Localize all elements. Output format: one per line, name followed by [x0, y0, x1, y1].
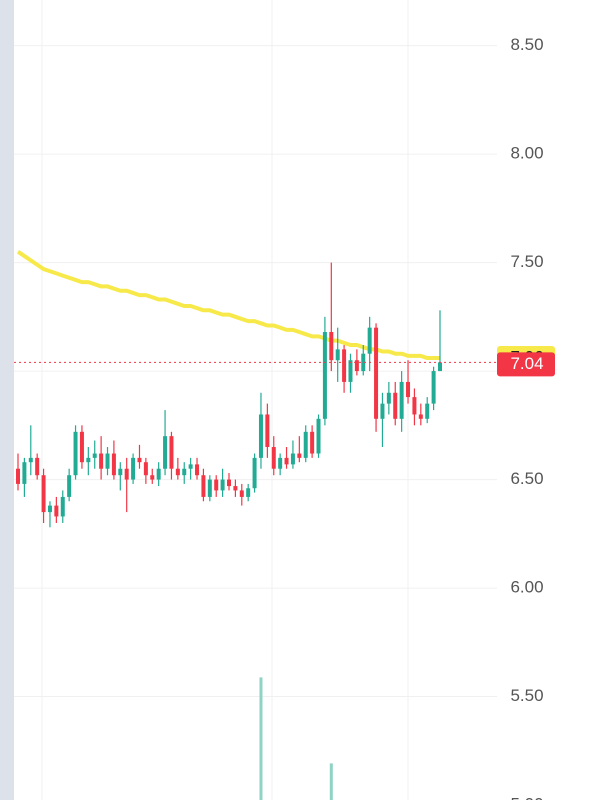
candle-body [348, 360, 353, 382]
candle-body [431, 371, 436, 404]
candle-body [342, 349, 347, 382]
candle-body [86, 457, 91, 463]
price-badge-label: 7.04 [510, 354, 543, 373]
candle-body [124, 468, 129, 480]
candle-body [354, 360, 359, 372]
candle-body [35, 457, 40, 476]
candle-body [290, 453, 295, 465]
y-tick-label: 6.50 [510, 469, 543, 488]
candle-body [99, 453, 104, 469]
candle-body [271, 447, 276, 469]
candle-body [195, 464, 200, 476]
candle-body [393, 392, 398, 419]
candle-body [169, 436, 174, 469]
candle-body [182, 468, 187, 476]
candle-body [316, 418, 321, 454]
candle-body [380, 403, 385, 419]
candle-body [143, 462, 148, 476]
volume-bar [259, 677, 263, 800]
candle-body [246, 488, 251, 497]
candle-body [252, 457, 257, 489]
candle-body [67, 475, 72, 497]
candle-body [406, 381, 411, 398]
candle-body [118, 468, 123, 476]
candle-body [233, 486, 238, 491]
candle-body [163, 436, 168, 469]
y-tick-label: 7.50 [510, 252, 543, 271]
candle-body [438, 362, 442, 372]
candle-body [265, 414, 270, 448]
candle-body [188, 464, 193, 469]
candle-body [310, 431, 315, 454]
candle-body [175, 468, 180, 476]
candle-body [367, 327, 372, 354]
candle-body [214, 479, 219, 491]
candle-body [227, 479, 231, 487]
volume-bar [329, 763, 333, 800]
candle-body [239, 490, 244, 497]
y-tick-label: 6.00 [510, 578, 543, 597]
candle-body [278, 457, 283, 469]
y-tick-label: 8.50 [510, 35, 543, 54]
candle-body [79, 431, 84, 463]
candle-body [137, 457, 142, 463]
candle-body [258, 414, 263, 458]
candle-body [105, 453, 110, 469]
candle-body [54, 505, 59, 517]
y-tick-label: 5.50 [510, 686, 543, 705]
candle-body [386, 392, 391, 404]
candle-body [303, 431, 308, 458]
candle-body [329, 332, 334, 361]
candle-body [201, 475, 206, 497]
candle-body [22, 462, 27, 484]
candle-body [60, 496, 65, 517]
price-badge [497, 352, 555, 377]
candle-body [361, 353, 366, 372]
y-tick-label: 5.00 [510, 795, 543, 800]
candle-body [207, 479, 212, 497]
candle-body [425, 403, 430, 419]
candle-body [131, 457, 136, 480]
candle-body [220, 479, 225, 491]
candle-body [16, 468, 20, 484]
candle-body [156, 468, 161, 480]
candle-body [41, 475, 46, 513]
candle-body [150, 475, 155, 480]
candle-body [297, 453, 302, 458]
candle-body [28, 457, 33, 463]
candle-body [322, 332, 327, 419]
side-panel [0, 0, 14, 800]
candle-body [47, 505, 52, 513]
candle-body [92, 453, 97, 458]
candle-body [412, 397, 417, 415]
candle-body [335, 349, 340, 361]
y-tick-label: 8.00 [510, 144, 543, 163]
candle-body [374, 327, 379, 419]
candle-body [111, 453, 116, 476]
candle-body [73, 431, 78, 476]
candle-body [284, 457, 289, 465]
candle-body [399, 381, 404, 419]
candle-body [418, 414, 423, 419]
